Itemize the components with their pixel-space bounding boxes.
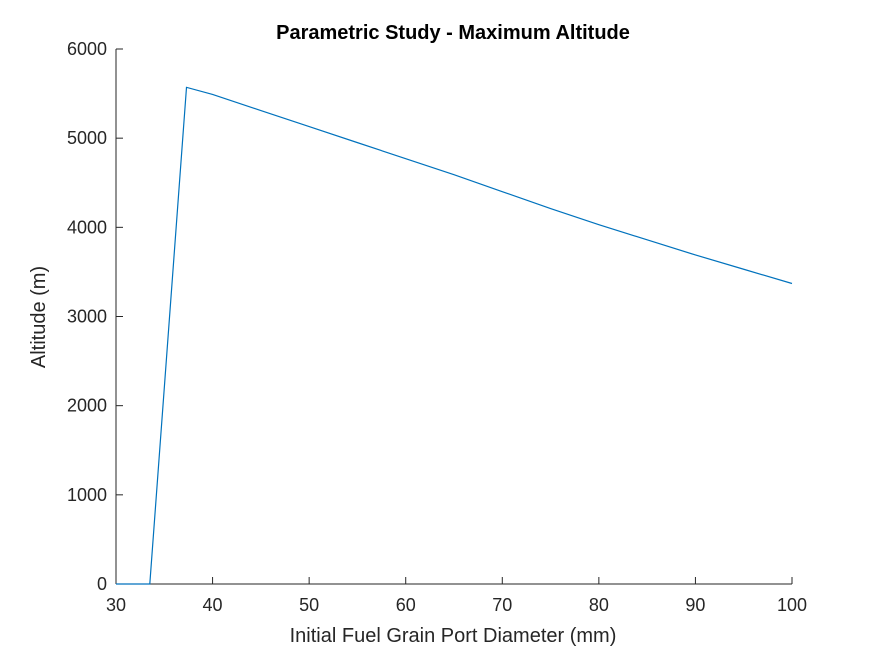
x-tick-label: 60: [396, 595, 416, 615]
y-tick-label: 2000: [67, 396, 107, 416]
y-tick-label: 1000: [67, 485, 107, 505]
y-ticks: 0 1000 2000 3000 4000 5000 6000: [67, 39, 123, 594]
x-tick-label: 80: [589, 595, 609, 615]
x-tick-label: 40: [203, 595, 223, 615]
plot-area: 30 40 50 60 70 80 90 100 0 1000 2000 3000 4000 5000 6…: [67, 39, 807, 615]
y-tick-label: 3000: [67, 307, 107, 327]
y-tick-label: 0: [97, 574, 107, 594]
y-tick-label: 4000: [67, 217, 107, 237]
x-tick-label: 30: [106, 595, 126, 615]
x-tick-label: 70: [492, 595, 512, 615]
series-line: [116, 86, 793, 585]
x-tick-label: 50: [299, 595, 319, 615]
series-group: [116, 86, 793, 585]
x-tick-label: 90: [685, 595, 705, 615]
y-axis-title: Altitude (m): [28, 266, 50, 368]
chart-title: Parametric Study - Maximum Altitude: [276, 22, 630, 44]
x-tick-label: 100: [777, 595, 807, 615]
y-tick-label: 6000: [67, 39, 107, 59]
x-ticks: 30 40 50 60 70 80 90 100: [106, 577, 807, 615]
y-tick-label: 5000: [67, 128, 107, 148]
x-axis-title: Initial Fuel Grain Port Diameter (mm): [290, 625, 617, 647]
